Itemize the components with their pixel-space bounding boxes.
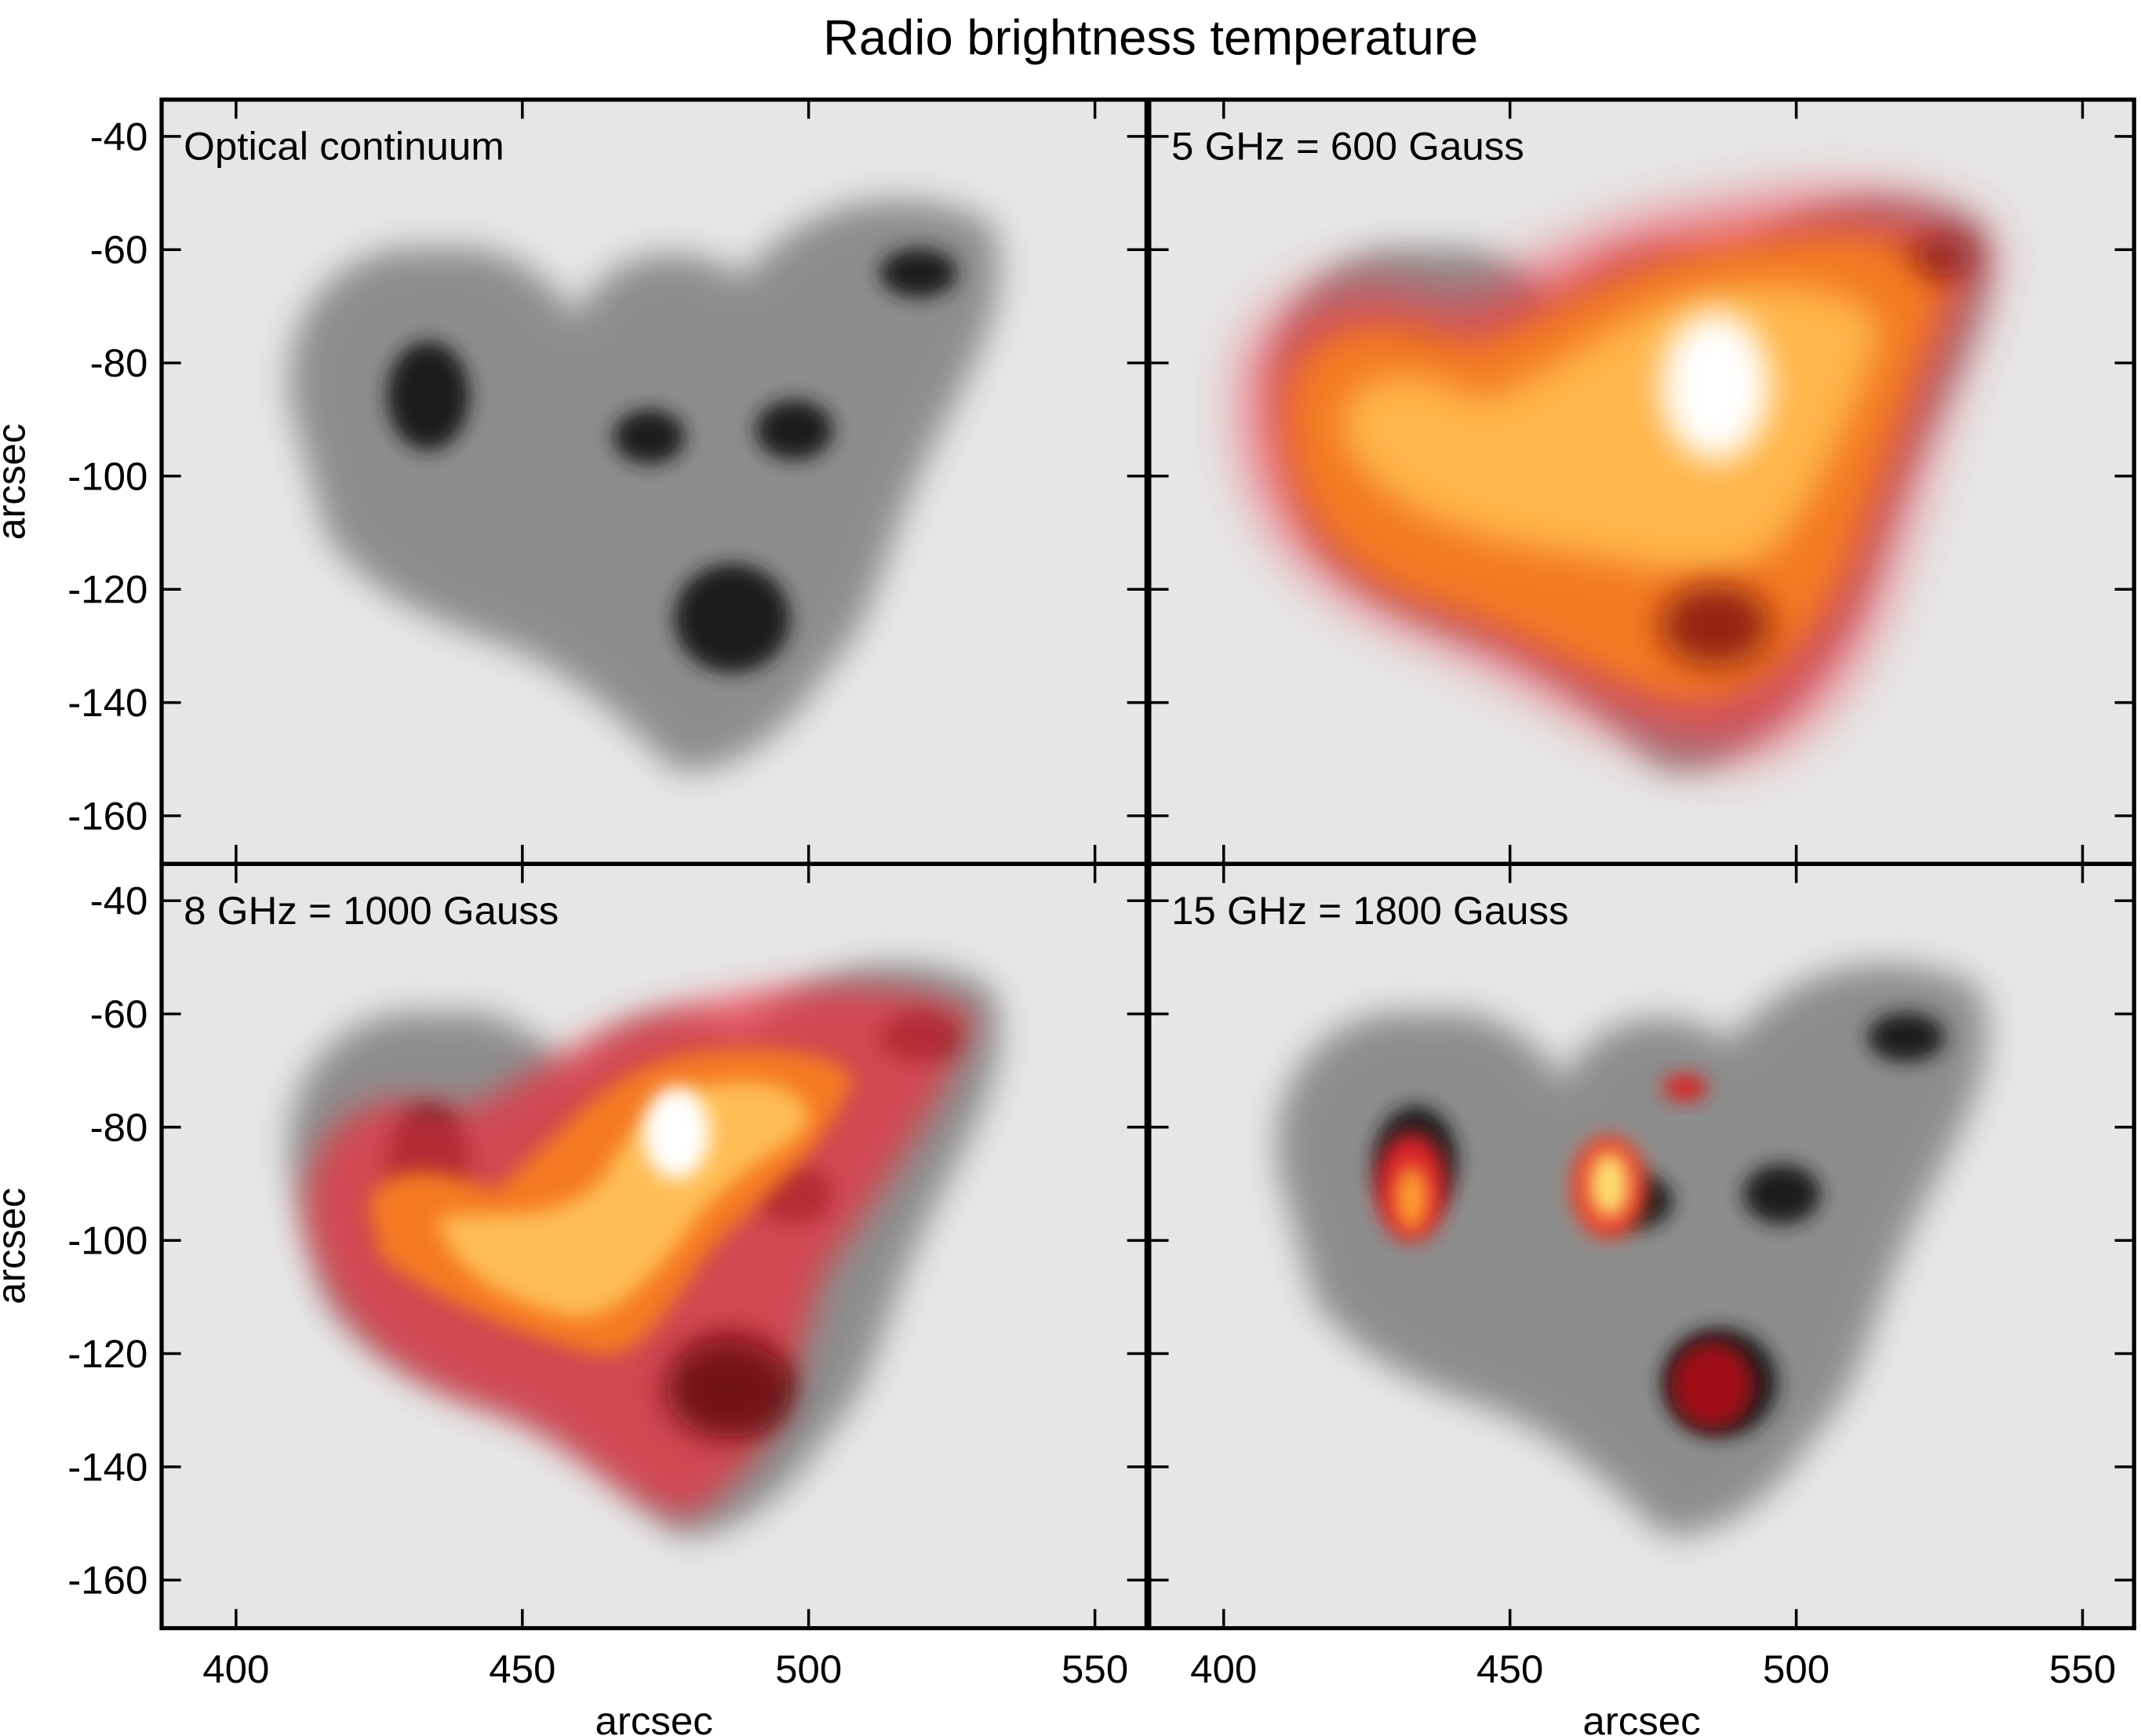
x-tick-label: 550 xyxy=(1061,1647,1128,1691)
y-tick-label: -60 xyxy=(90,992,148,1036)
panel-title: 15 GHz = 1800 Gauss xyxy=(1171,888,1569,933)
y-tick-label: -80 xyxy=(90,1105,148,1150)
y-tick-label: -60 xyxy=(90,227,148,272)
y-tick-label: -40 xyxy=(90,115,148,159)
panel-title: 8 GHz = 1000 Gauss xyxy=(184,888,559,933)
x-tick-label: 450 xyxy=(1476,1647,1543,1691)
optical-image xyxy=(162,100,1146,864)
y-tick-label: -140 xyxy=(67,1445,147,1490)
x-tick-label: 500 xyxy=(775,1647,842,1691)
x-tick-label: 500 xyxy=(1763,1647,1830,1691)
panel-image xyxy=(162,100,1146,864)
y-tick-label: -140 xyxy=(67,680,147,725)
y-tick-label: -80 xyxy=(90,340,148,385)
y-tick-label: -160 xyxy=(67,794,147,839)
y-tick-label: -40 xyxy=(90,879,148,923)
y-axis-label: arcsec xyxy=(0,1188,34,1305)
x-axis-label: arcsec xyxy=(595,1699,712,1736)
panel-title: Optical continuum xyxy=(184,124,504,169)
panel-image xyxy=(1149,100,2134,864)
x-tick-label: 400 xyxy=(1190,1647,1257,1691)
panel-image xyxy=(162,864,1146,1628)
x-axis-label: arcsec xyxy=(1582,1699,1700,1736)
panel-image xyxy=(1149,864,2134,1628)
figure-title: Radio brightness temperature xyxy=(823,11,1478,66)
y-tick-label: -100 xyxy=(67,454,147,499)
x-tick-label: 450 xyxy=(489,1647,555,1691)
optical-image xyxy=(1149,864,2134,1628)
x-tick-label: 400 xyxy=(202,1647,269,1691)
panel-frame xyxy=(159,861,1149,1631)
y-tick-label: -160 xyxy=(67,1558,147,1603)
x-tick-label: 550 xyxy=(2049,1647,2116,1691)
y-axis-label: arcsec xyxy=(0,424,34,540)
y-tick-label: -100 xyxy=(67,1218,147,1263)
panel-frame xyxy=(1147,861,2136,1631)
panel-title: 5 GHz = 600 Gauss xyxy=(1171,124,1524,169)
y-tick-label: -120 xyxy=(67,1331,147,1376)
y-tick-label: -120 xyxy=(67,567,147,612)
